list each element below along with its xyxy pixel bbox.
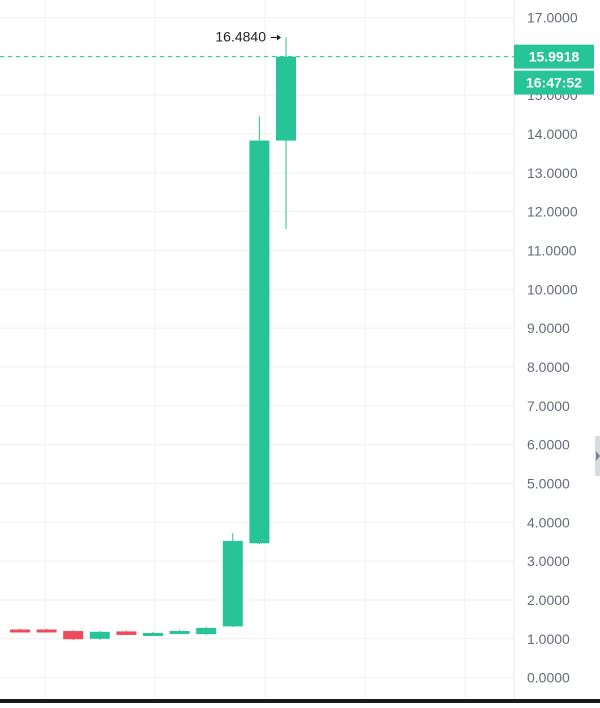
candles (10, 37, 296, 640)
high-price-marker: 16.4840 (215, 29, 281, 45)
countdown-label: 16:47:52 (526, 75, 582, 91)
y-axis-tick-label: 17.0000 (527, 9, 578, 25)
candle-body (10, 629, 30, 633)
y-axis-tick-label: 11.0000 (527, 242, 577, 258)
last-price-badge-bg (514, 44, 594, 69)
candle-body (36, 629, 57, 633)
y-axis-tick-label: 0.0000 (527, 670, 570, 686)
y-axis-tick-label: 13.0000 (527, 165, 578, 181)
candle-body (249, 140, 270, 544)
y-axis-tick-label: 1.0000 (527, 631, 570, 647)
candle[interactable] (249, 116, 270, 545)
y-axis-tick-label: 2.0000 (527, 592, 570, 608)
last-price-badge: 15.9918 (514, 44, 594, 69)
y-axis-tick-label: 3.0000 (527, 553, 570, 569)
price-axis: 17.000016.000015.000014.000013.000012.00… (527, 9, 578, 685)
candle[interactable] (36, 628, 57, 633)
candle-body (276, 56, 296, 141)
arrow-head-icon (277, 34, 281, 41)
y-axis-tick-label: 6.0000 (527, 437, 570, 453)
price-overlays: 15.9918 16:47:52 16.4840 (0, 29, 594, 95)
candle[interactable] (89, 631, 110, 640)
countdown-badge-bg (514, 70, 594, 95)
candle-body (196, 627, 217, 635)
y-axis-tick-label: 7.0000 (527, 398, 570, 414)
candle-body (63, 631, 84, 640)
countdown-badge: 16:47:52 (514, 70, 594, 95)
y-axis-tick-label: 4.0000 (527, 514, 570, 530)
candle[interactable] (10, 628, 30, 633)
candle[interactable] (143, 631, 163, 636)
chevron-right-icon (596, 451, 600, 461)
high-price-label: 16.4840 (215, 29, 266, 45)
candle-body (222, 540, 243, 627)
y-axis-tick-label: 12.0000 (527, 204, 578, 220)
last-price-label: 15.9918 (529, 49, 580, 65)
y-axis-tick-label: 9.0000 (527, 320, 570, 336)
candle[interactable] (63, 630, 84, 640)
candle[interactable] (222, 533, 243, 628)
candle[interactable] (169, 629, 190, 635)
candle[interactable] (276, 37, 296, 230)
candle[interactable] (116, 630, 137, 636)
candle[interactable] (196, 626, 217, 635)
candle-body (116, 631, 137, 635)
y-axis-tick-label: 5.0000 (527, 475, 570, 491)
candle-body (143, 632, 163, 636)
candle-body (89, 631, 110, 639)
y-axis-tick-label: 14.0000 (527, 126, 578, 142)
bottom-border (0, 699, 600, 703)
y-axis-tick-label: 10.0000 (527, 281, 578, 297)
y-axis-tick-label: 8.0000 (527, 359, 570, 375)
candle-body (169, 631, 190, 635)
